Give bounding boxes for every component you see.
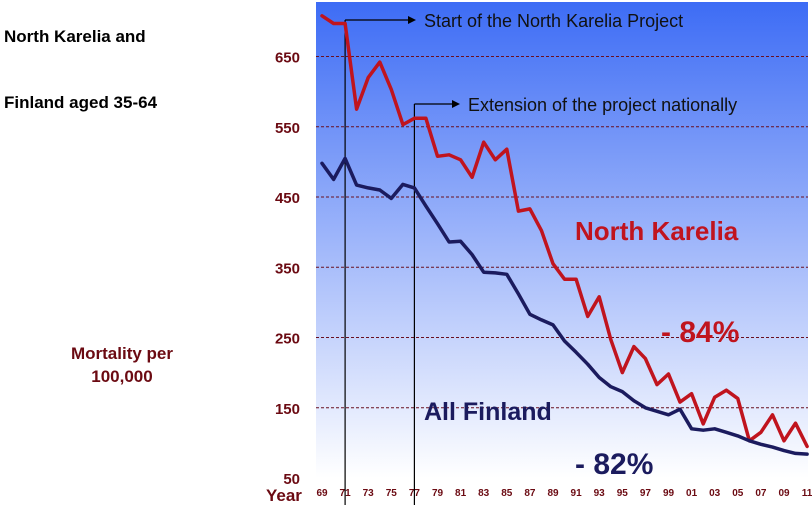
x-tick-label: 75 xyxy=(386,488,398,499)
x-tick-label: 79 xyxy=(432,488,444,499)
y-tick-label: 450 xyxy=(275,190,300,207)
annotation-arrowhead xyxy=(408,16,416,24)
x-tick-label: 83 xyxy=(478,488,490,499)
x-tick-label: 95 xyxy=(617,488,629,499)
series-line-north-karelia xyxy=(320,14,809,449)
y-tick-label: 50 xyxy=(283,471,300,488)
x-tick-label: 97 xyxy=(640,488,652,499)
x-tick-label: 73 xyxy=(363,488,375,499)
chart-title-line-1: North Karelia and xyxy=(4,27,146,46)
x-tick-label: 81 xyxy=(455,488,467,499)
x-tick-label: 93 xyxy=(594,488,606,499)
x-tick-label: 11 xyxy=(802,488,812,499)
y-tick-label: 350 xyxy=(275,260,300,277)
plot-area xyxy=(316,2,808,478)
x-tick-label: 03 xyxy=(709,488,721,499)
x-axis-label: Year xyxy=(266,486,302,505)
series-label-all-finland: All Finland xyxy=(424,398,552,426)
y-axis-label-line-1: Mortality per xyxy=(70,344,174,363)
x-tick-label: 99 xyxy=(663,488,675,499)
change-label-all-finland: - 82% xyxy=(575,448,653,481)
y-tick-label: 150 xyxy=(275,401,300,418)
annotation-text: Start of the North Karelia Project xyxy=(424,11,683,31)
y-tick-label: 550 xyxy=(275,120,300,137)
series-line-all-finland xyxy=(320,156,809,456)
x-tick-label: 91 xyxy=(571,488,583,499)
x-tick-label: 01 xyxy=(686,488,698,499)
x-tick-label: 69 xyxy=(316,488,328,499)
y-tick-label: 650 xyxy=(275,50,300,67)
annotation-text: Extension of the project nationally xyxy=(468,95,737,115)
x-tick-label: 07 xyxy=(755,488,767,499)
x-tick-label: 89 xyxy=(547,488,559,499)
y-tick-label: 250 xyxy=(275,331,300,348)
y-axis-label-line-2: 100,000 xyxy=(91,367,153,386)
x-tick-label: 05 xyxy=(732,488,744,499)
x-tick-label: 85 xyxy=(501,488,513,499)
change-label-north-karelia: - 84% xyxy=(661,316,739,349)
x-tick-label: 09 xyxy=(778,488,790,499)
chart-title-line-2: Finland aged 35-64 xyxy=(4,93,158,112)
x-tick-label: 87 xyxy=(524,488,536,499)
annotation-arrowhead xyxy=(452,100,460,108)
series-label-north-karelia: North Karelia xyxy=(575,216,739,246)
